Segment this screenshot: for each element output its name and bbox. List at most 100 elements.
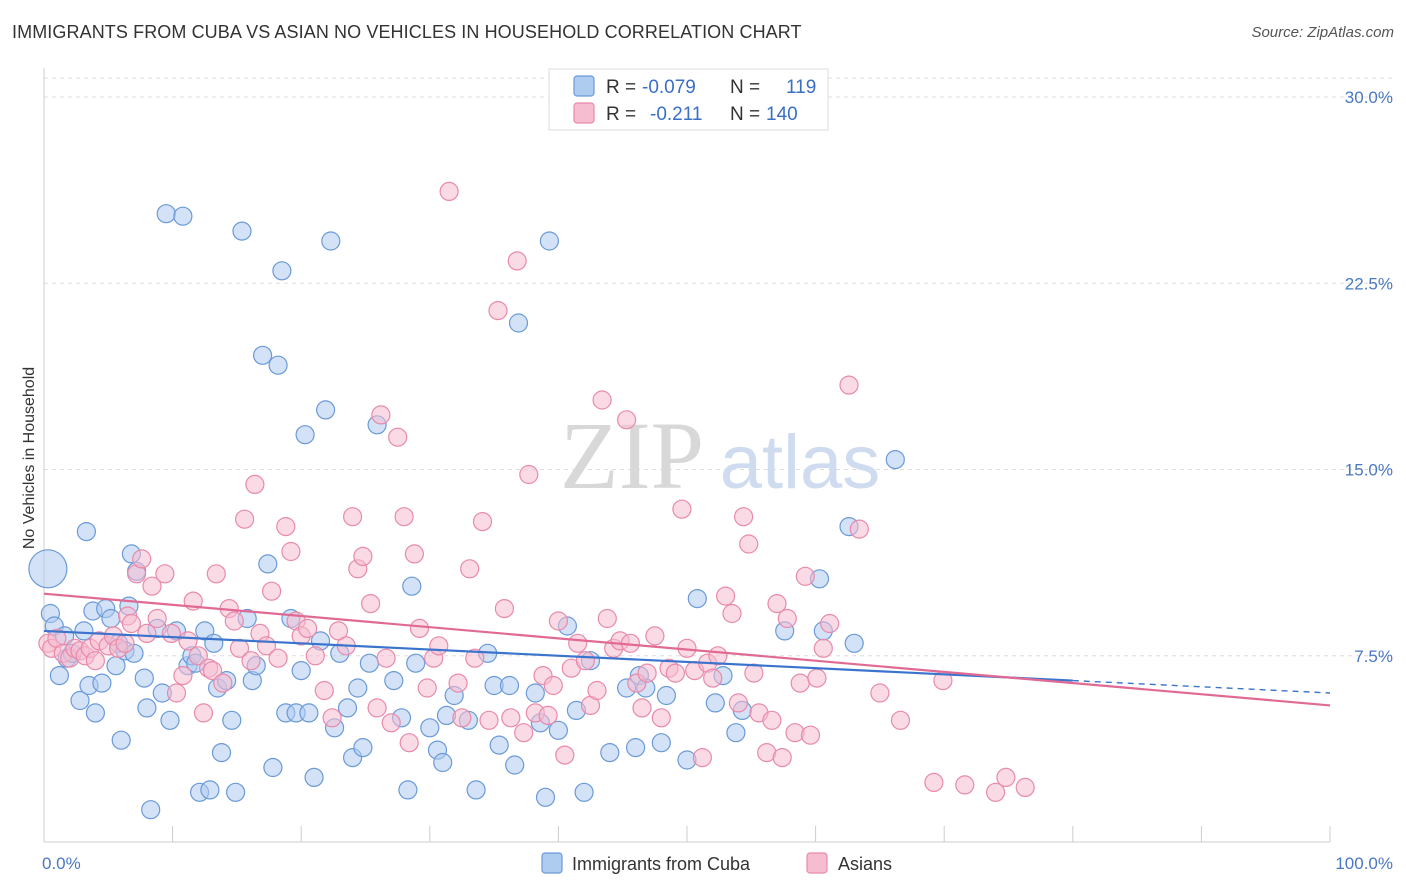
bottom-legend-swatch-asians <box>806 852 828 874</box>
point-asians-119 <box>744 663 764 683</box>
legend-swatch-cuba <box>573 75 595 97</box>
point-cuba-107 <box>687 588 707 609</box>
point-cuba-86 <box>489 735 509 755</box>
chart-title: IMMIGRANTS FROM CUBA VS ASIAN NO VEHICLE… <box>12 22 802 42</box>
point-asians-107 <box>672 499 692 519</box>
point-asians-139 <box>955 775 975 795</box>
point-asians-18 <box>132 549 152 569</box>
point-cuba-62 <box>316 400 336 420</box>
trend-line-cuba <box>43 629 1073 682</box>
point-asians-82 <box>519 464 539 485</box>
point-asians-88 <box>555 745 575 765</box>
point-cuba-32 <box>173 206 193 226</box>
trend-line-asians <box>43 592 1331 707</box>
point-asians-43 <box>268 648 288 668</box>
point-cuba-15 <box>101 608 121 629</box>
point-asians-71 <box>448 673 468 693</box>
point-cuba-41 <box>211 742 232 763</box>
y-tick-label-2: 22.5% <box>1345 274 1393 293</box>
point-cuba-72 <box>384 670 404 691</box>
point-asians-115 <box>722 603 742 624</box>
point-asians-38 <box>241 651 261 671</box>
point-cuba-110 <box>726 723 746 743</box>
point-asians-48 <box>298 618 318 639</box>
series-asians-points <box>38 181 1035 802</box>
point-cuba-99 <box>600 742 620 763</box>
point-asians-137 <box>924 772 944 793</box>
point-cuba-57 <box>291 660 311 681</box>
point-cuba-68 <box>348 678 368 698</box>
legend-r-label-cuba: R = <box>606 77 636 98</box>
point-cuba-9 <box>76 521 97 542</box>
source-label: Source: ZipAtlas.com <box>1251 24 1394 41</box>
point-asians-54 <box>343 507 363 527</box>
point-asians-114 <box>715 586 736 606</box>
point-asians-57 <box>361 593 381 614</box>
axes <box>43 68 1331 843</box>
point-asians-63 <box>394 507 414 527</box>
y-tick-label-1: 15.0% <box>1345 461 1393 480</box>
point-asians-66 <box>409 618 430 639</box>
point-cuba-63 <box>321 231 341 251</box>
y-tick-label-0: 7.5% <box>1354 647 1393 666</box>
point-asians-142 <box>1015 777 1035 798</box>
point-asians-80 <box>507 251 527 271</box>
bottom-legend-label-asians: Asians <box>838 854 892 874</box>
point-asians-51 <box>322 708 342 728</box>
point-cuba-43 <box>222 710 242 730</box>
point-asians-102 <box>637 663 657 683</box>
point-cuba-79 <box>433 752 453 773</box>
point-cuba-25 <box>137 698 157 718</box>
point-asians-14 <box>115 633 135 653</box>
point-asians-28 <box>188 646 208 666</box>
x-tick-label-1: 100.0% <box>1335 854 1393 873</box>
point-cuba-117 <box>885 450 905 470</box>
point-cuba-39 <box>204 633 224 653</box>
point-asians-98 <box>616 410 637 430</box>
point-cuba-50 <box>258 554 278 574</box>
point-cuba-94 <box>548 720 569 740</box>
point-asians-122 <box>762 710 782 730</box>
point-asians-141 <box>996 767 1016 788</box>
point-asians-127 <box>790 673 810 693</box>
point-cuba-105 <box>656 685 677 706</box>
point-asians-69 <box>429 636 449 656</box>
legend-top: R = -0.079 N = 119 R = -0.211 N = 140 <box>548 68 829 131</box>
point-asians-25 <box>173 665 193 686</box>
point-cuba-90 <box>525 683 545 703</box>
point-cuba-59 <box>299 703 319 723</box>
point-cuba-52 <box>268 355 288 375</box>
point-asians-93 <box>587 680 607 701</box>
point-asians-23 <box>161 623 181 644</box>
point-asians-19 <box>137 623 157 644</box>
point-asians-134 <box>849 519 869 539</box>
point-cuba-38 <box>200 780 220 800</box>
point-asians-130 <box>807 668 827 688</box>
point-cuba-8 <box>74 621 94 641</box>
point-cuba-12 <box>85 703 106 723</box>
point-asians-95 <box>597 608 617 629</box>
point-asians-52 <box>328 621 349 641</box>
point-cuba-93 <box>539 231 560 251</box>
trend-lines <box>43 592 1331 707</box>
point-asians-65 <box>404 544 424 564</box>
point-asians-128 <box>795 566 815 586</box>
point-asians-33 <box>213 673 233 693</box>
point-asians-32 <box>206 564 226 584</box>
point-asians-16 <box>121 613 141 634</box>
y-tick-label-3: 30.0% <box>1345 88 1393 107</box>
watermark: ZIP atlas <box>560 402 880 509</box>
point-cuba-29 <box>156 204 176 224</box>
point-asians-117 <box>733 507 754 527</box>
point-asians-74 <box>465 648 485 668</box>
point-cuba-44 <box>226 782 246 802</box>
point-cuba-76 <box>406 653 426 673</box>
point-asians-56 <box>353 546 373 567</box>
point-asians-85 <box>538 705 558 726</box>
point-asians-87 <box>548 611 569 631</box>
point-asians-78 <box>494 598 514 619</box>
point-cuba-116 <box>844 633 864 653</box>
point-asians-140 <box>985 782 1006 802</box>
point-cuba-101 <box>625 737 646 758</box>
point-asians-61 <box>381 713 401 733</box>
